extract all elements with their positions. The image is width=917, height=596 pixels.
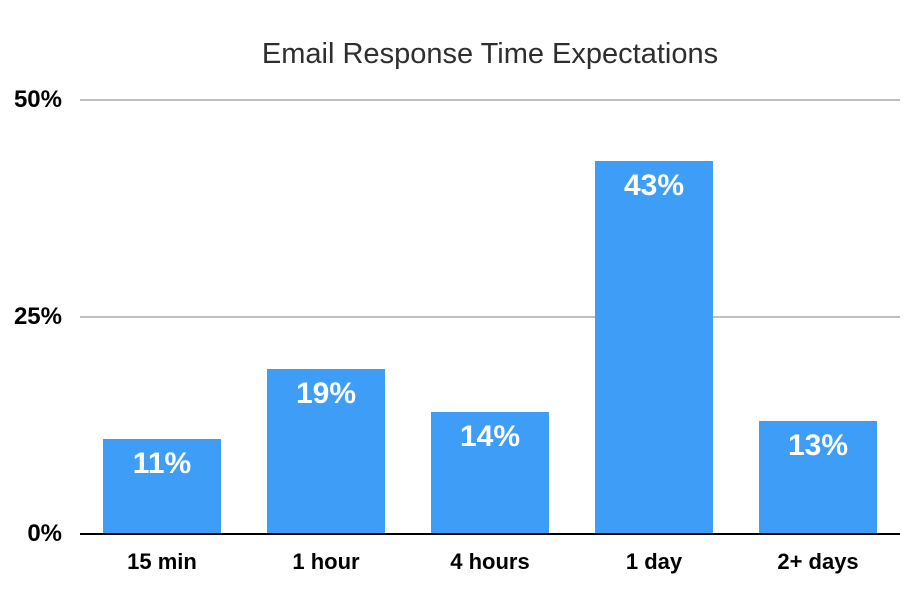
x-axis-category-label: 2+ days	[777, 549, 859, 574]
y-axis-tick-label: 0%	[27, 520, 62, 547]
bar-15-min: 11%	[103, 438, 221, 534]
bar-4-hours: 14%	[431, 412, 549, 534]
y-axis-tick-label: 50%	[13, 86, 62, 113]
bar-1-hour: 19%	[267, 369, 385, 534]
bar-value-label: 19%	[295, 377, 357, 411]
bar-2+-days: 13%	[759, 421, 877, 534]
y-axis-tick-label: 25%	[13, 303, 62, 330]
bar-value-label: 13%	[787, 429, 849, 463]
x-axis-category-label: 4 hours	[450, 549, 530, 574]
bar-value-label: 43%	[623, 168, 685, 202]
gridline-50%	[80, 99, 900, 101]
x-axis-category-label: 1 hour	[292, 549, 360, 574]
x-axis-category-label: 1 day	[625, 549, 683, 574]
bar-value-label: 14%	[459, 420, 521, 454]
bar-value-label: 11%	[132, 446, 192, 480]
gridline-25%	[80, 316, 900, 318]
chart-title: Email Response Time Expectations	[261, 38, 719, 70]
x-axis-line	[80, 533, 900, 535]
x-axis-category-label: 15 min	[127, 549, 197, 574]
bar-1-day: 43%	[595, 160, 713, 534]
